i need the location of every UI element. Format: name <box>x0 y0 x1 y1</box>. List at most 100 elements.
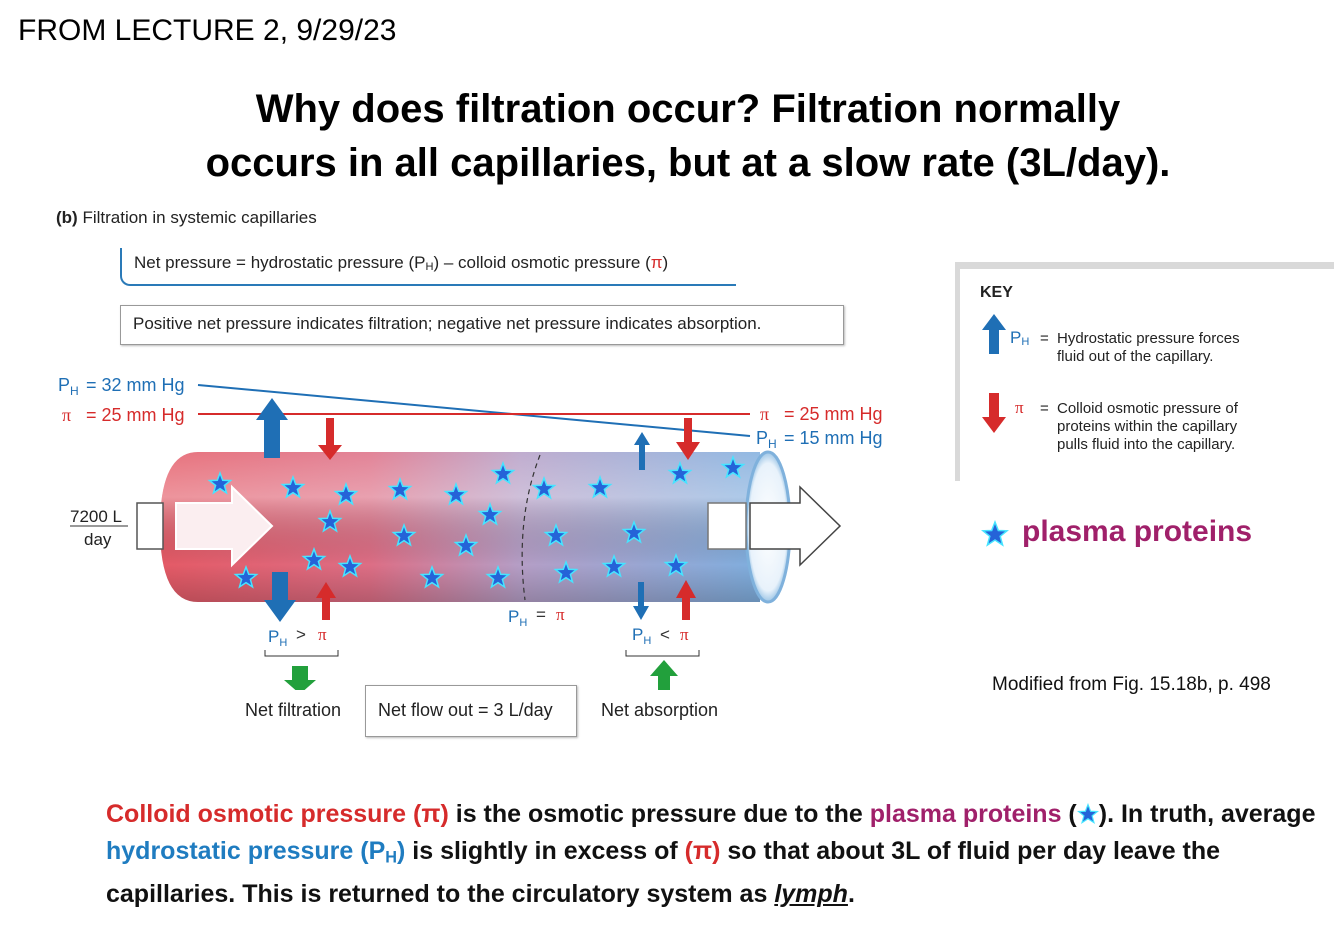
absorption-bracket <box>625 650 700 657</box>
formula-sub-h: H <box>425 261 434 274</box>
colloid-arrow-bottom-left <box>316 582 336 620</box>
hydrostatic-arrow-out-left <box>256 398 288 458</box>
pi-right-value: = 25 mm Hg <box>784 404 883 424</box>
plasma-protein-star <box>553 559 579 584</box>
ph-lt-symbol: PH <box>632 625 651 647</box>
explanation-part-3: ). In truth, average <box>1098 800 1316 828</box>
key-ph-eq: = <box>1040 330 1049 347</box>
plasma-protein-star <box>317 508 343 533</box>
key-pi-eq: = <box>1040 400 1049 417</box>
plasma-protein-star <box>337 553 363 578</box>
pi-term: (π) <box>684 837 721 865</box>
explanation-part-4: is slightly in excess of <box>405 837 685 865</box>
key-ph-desc-line-2: fluid out of the capillary. <box>1057 348 1214 365</box>
hydrostatic-term: hydrostatic pressure (PH) <box>106 837 406 867</box>
colloid-arrow-in-left <box>318 418 342 460</box>
key-ph-symbol: PH <box>1010 328 1030 349</box>
hydrostatic-term-text: hydrostatic pressure (P <box>106 837 386 865</box>
plasma-protein-star <box>720 454 746 479</box>
plasma-protein-star <box>621 519 647 544</box>
net-filtration-arrow <box>284 666 316 690</box>
eq-sign: = <box>536 605 546 624</box>
inflow-box <box>136 502 164 550</box>
positive-negative-box <box>120 305 844 345</box>
formula-part-c: ) <box>662 253 669 272</box>
plasma-protein-star <box>207 470 233 495</box>
plasma-protein-star <box>587 474 613 499</box>
colloid-arrow-in-right <box>676 418 700 460</box>
ph-left-symbol: PH <box>58 375 79 398</box>
hydrostatic-pressure-line <box>197 384 751 437</box>
slide-title-line-1: Why does filtration occur? Filtration no… <box>255 87 1121 131</box>
net-filtration-label: Net filtration <box>245 700 342 720</box>
pi-left-symbol: π <box>62 405 71 425</box>
key-ph-desc-line-1: Hydrostatic pressure forces <box>1057 330 1240 347</box>
ph-right-value: = 15 mm Hg <box>784 428 883 448</box>
hydrostatic-arrow-out-right <box>634 432 650 470</box>
plasma-protein-star <box>333 481 359 506</box>
key-pi-desc-line-3: pulls fluid into the capillary. <box>1057 436 1236 453</box>
net-flow-label: Net flow out = 3 L/day <box>378 700 553 720</box>
figure-source: Modified from Fig. 15.18b, p. 498 <box>992 674 1271 695</box>
key-ph-description: Hydrostatic pressure forces fluid out of… <box>1057 330 1240 366</box>
explanation-part-5: so that about 3L of fluid per day leave … <box>106 837 1221 909</box>
hydrostatic-arrow-bottom-right <box>633 582 649 620</box>
plasma-protein-star <box>531 475 557 500</box>
plasma-protein-star <box>391 522 417 547</box>
key-hydrostatic-arrow-icon <box>982 314 1006 354</box>
inline-star-icon <box>1076 802 1099 824</box>
outflow-box <box>707 502 747 550</box>
pi-lt-symbol: π <box>680 625 689 644</box>
explanation-part-1: is the osmotic pressure due to the <box>448 800 870 828</box>
plasma-proteins-label: plasma proteins <box>1022 515 1253 548</box>
plasma-protein-star <box>453 532 479 557</box>
net-pressure-formula: Net pressure = hydrostatic pressure (PH)… <box>134 253 668 273</box>
plasma-term: plasma proteins <box>869 800 1062 828</box>
slide-title-line-2: occurs in all capillaries, but at a slow… <box>205 141 1171 185</box>
hydrostatic-term-sub: H <box>385 848 398 867</box>
positive-negative-text: Positive net pressure indicates filtrati… <box>133 314 762 333</box>
outflow-arrow <box>749 485 842 567</box>
lt-sign: < <box>660 625 670 644</box>
ph-left-value: = 32 mm Hg <box>86 375 185 395</box>
filtration-bracket <box>264 650 339 657</box>
ph-right-symbol: PH <box>756 428 777 451</box>
plasma-protein-star <box>601 553 627 578</box>
hydrostatic-arrow-bottom-left <box>264 572 296 622</box>
figure-label: (b) Filtration in systemic capillaries <box>56 208 317 228</box>
colloid-term: Colloid osmotic pressure (π) <box>106 800 449 828</box>
lymph-term: lymph <box>774 880 848 909</box>
lecture-header: FROM LECTURE 2, 9/29/23 <box>18 14 397 47</box>
key-panel <box>955 262 1334 481</box>
net-absorption-label: Net absorption <box>601 700 719 720</box>
inflow-numerator: 7200 L <box>70 507 122 526</box>
net-pressure-box <box>120 248 736 286</box>
formula-part-a: Net pressure = hydrostatic pressure (P <box>134 253 426 272</box>
explanation-part-2: ( <box>1061 800 1077 828</box>
key-pi-description: Colloid osmotic pressure of proteins wit… <box>1057 400 1238 454</box>
plasma-protein-star <box>485 564 511 589</box>
pi-right-symbol: π <box>760 404 769 424</box>
plasma-protein-star <box>477 501 503 526</box>
formula-pi: π <box>650 253 663 272</box>
plasma-protein-star <box>663 552 689 577</box>
plasma-protein-star <box>667 460 693 485</box>
inflow-arrow <box>175 484 274 568</box>
plasma-protein-star <box>490 460 516 485</box>
key-pi-desc-line-2: proteins within the capillary <box>1057 418 1238 435</box>
ph-gt-symbol: PH <box>268 627 287 649</box>
pi-left-value: = 25 mm Hg <box>86 405 185 425</box>
formula-part-b: ) – colloid osmotic pressure ( <box>433 253 651 272</box>
plasma-protein-star <box>233 564 259 589</box>
plasma-protein-star <box>387 476 413 501</box>
plasma-protein-star-icon <box>981 520 1009 547</box>
explanation-paragraph: Colloid osmotic pressure (π) is the osmo… <box>106 796 1321 913</box>
key-title: KEY <box>980 284 1013 301</box>
key-pi-symbol: π <box>1015 398 1024 417</box>
plasma-protein-star <box>543 522 569 547</box>
figure-label-text: Filtration in systemic capillaries <box>82 208 317 227</box>
figure-label-prefix: (b) <box>56 208 78 227</box>
pi-gt-symbol: π <box>318 625 327 644</box>
hydrostatic-term-end: ) <box>397 837 406 865</box>
key-colloid-arrow-icon <box>982 393 1006 433</box>
